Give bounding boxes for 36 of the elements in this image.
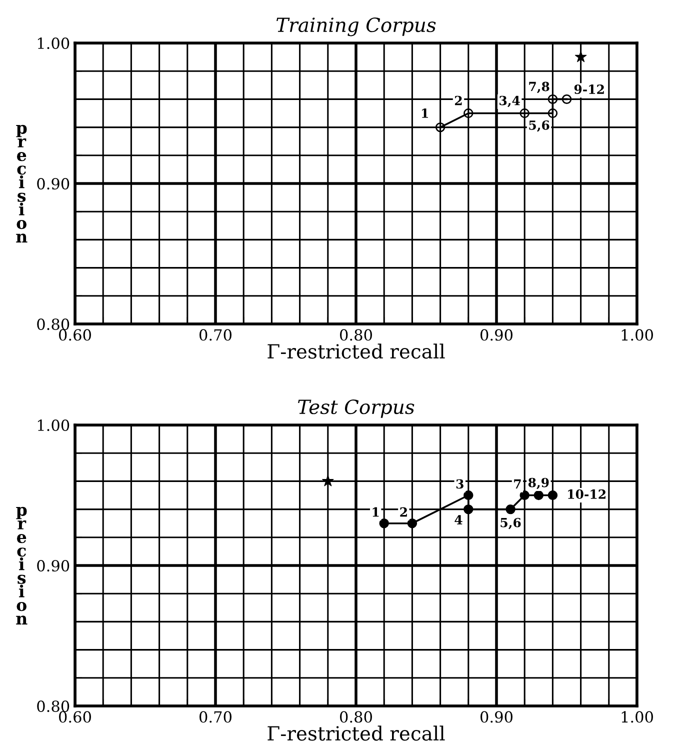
- x-tick-label: 0.60: [59, 711, 91, 723]
- y-tick-label: 0.90: [37, 178, 70, 190]
- x-tick-label: 0.90: [480, 329, 512, 341]
- chart-title: Test Corpus: [298, 399, 414, 418]
- x-tick-label: 0.70: [200, 711, 232, 723]
- annotation: 9-12: [574, 84, 604, 94]
- annotation: 4: [454, 515, 462, 524]
- annotation: 2: [400, 507, 407, 517]
- y-tick-label: 0.80: [37, 318, 70, 330]
- y-tick-label: 0.90: [37, 560, 70, 572]
- x-tick-label: 0.80: [340, 711, 372, 723]
- annotation: 7,8: [529, 82, 550, 94]
- chart-title: Training Corpus: [276, 17, 436, 36]
- annotation: 10-12: [568, 489, 606, 499]
- annotation: 5,6: [529, 120, 550, 132]
- x-axis-title: Γ-restricted recall: [268, 726, 445, 741]
- annotation: 1: [422, 108, 428, 118]
- annotation: 1: [372, 507, 379, 517]
- x-axis-title: Γ-restricted recall: [268, 344, 445, 359]
- annotation: 3: [456, 479, 464, 489]
- y-tick-label: 0.80: [37, 700, 70, 712]
- annotation: 7: [514, 479, 521, 488]
- annotation: 3,4: [500, 96, 520, 108]
- x-tick-label: 1.00: [622, 329, 653, 341]
- x-tick-label: 0.60: [59, 329, 91, 341]
- x-tick-label: 0.70: [200, 329, 232, 341]
- annotation: 8,9: [528, 478, 549, 490]
- y-tick-label: 1.00: [38, 419, 70, 432]
- x-tick-label: 0.90: [480, 711, 512, 723]
- text: precision: [16, 124, 28, 242]
- annotation: 2: [454, 96, 462, 106]
- annotation: 5,6: [500, 518, 521, 530]
- x-tick-label: 0.80: [340, 329, 372, 341]
- x-tick-label: 1.00: [622, 711, 653, 723]
- text: precision: [16, 506, 28, 624]
- y-tick-label: 1.00: [38, 37, 70, 50]
